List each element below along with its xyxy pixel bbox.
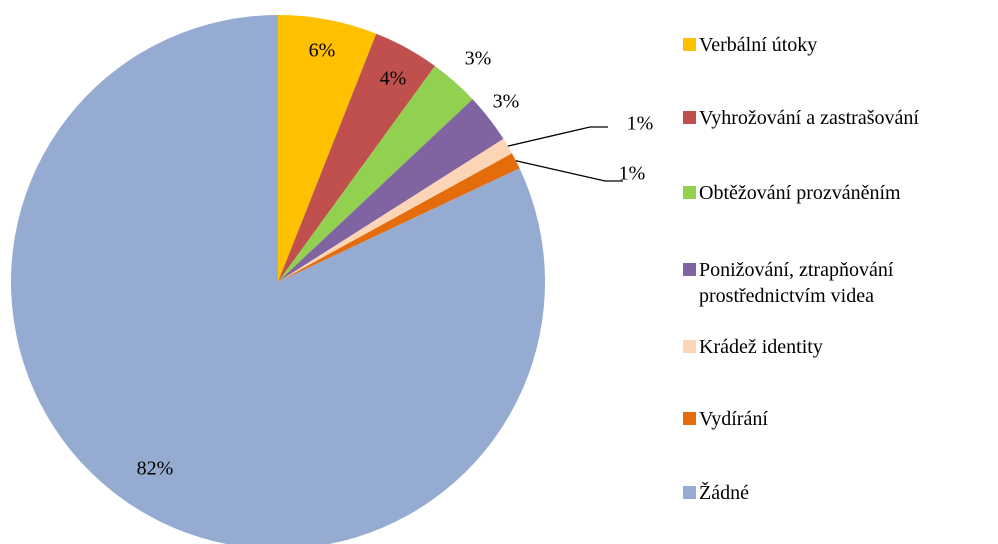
legend-item: Krádež identity xyxy=(683,334,993,360)
legend-label: Žádné xyxy=(699,482,749,504)
pie-slice xyxy=(278,99,504,282)
legend-item: Žádné xyxy=(683,480,993,506)
data-label: 4% xyxy=(380,68,407,90)
data-label: 1% xyxy=(619,163,646,185)
legend-label: Krádež identity xyxy=(699,336,823,358)
legend-label: Vyhrožování a zastrašování xyxy=(699,107,919,129)
legend-label: Ponižování, ztrapňování prostřednictvím … xyxy=(699,259,894,307)
leader-line xyxy=(515,160,623,182)
chart: 6% 4% 3%3% 1% 1% 82% xyxy=(11,15,654,544)
pie-slice xyxy=(278,153,520,282)
legend-swatch xyxy=(683,486,696,499)
data-label: 82% xyxy=(137,458,174,480)
legend-label: Verbální útoky xyxy=(699,34,818,56)
pie-slice xyxy=(278,138,512,282)
pie-slice xyxy=(278,15,377,282)
legend-item: Verbální útoky xyxy=(683,32,993,58)
legend-item: Vydírání xyxy=(683,406,993,432)
leader-line xyxy=(507,126,608,147)
legend-swatch xyxy=(683,263,696,276)
legend-swatch xyxy=(683,111,696,124)
legend-swatch xyxy=(683,340,696,353)
data-label: 6% xyxy=(309,40,336,62)
legend-swatch xyxy=(683,186,696,199)
legend-item: Vyhrožování a zastrašování xyxy=(683,105,993,131)
legend-label: Vydírání xyxy=(699,408,768,430)
legend-item: Obtěžování prozváněním xyxy=(683,180,993,206)
data-label: 3% xyxy=(465,48,492,70)
data-label: 3% xyxy=(493,91,520,113)
legend-swatch xyxy=(683,412,696,425)
legend-swatch xyxy=(683,38,696,51)
pie-slice xyxy=(278,65,473,282)
pie-slice xyxy=(11,15,545,544)
pie-slice xyxy=(278,33,435,282)
legend-item: Ponižování, ztrapňování prostřednictvím … xyxy=(683,257,993,309)
data-label: 1% xyxy=(627,113,654,135)
legend-label: Obtěžování prozváněním xyxy=(699,182,901,204)
